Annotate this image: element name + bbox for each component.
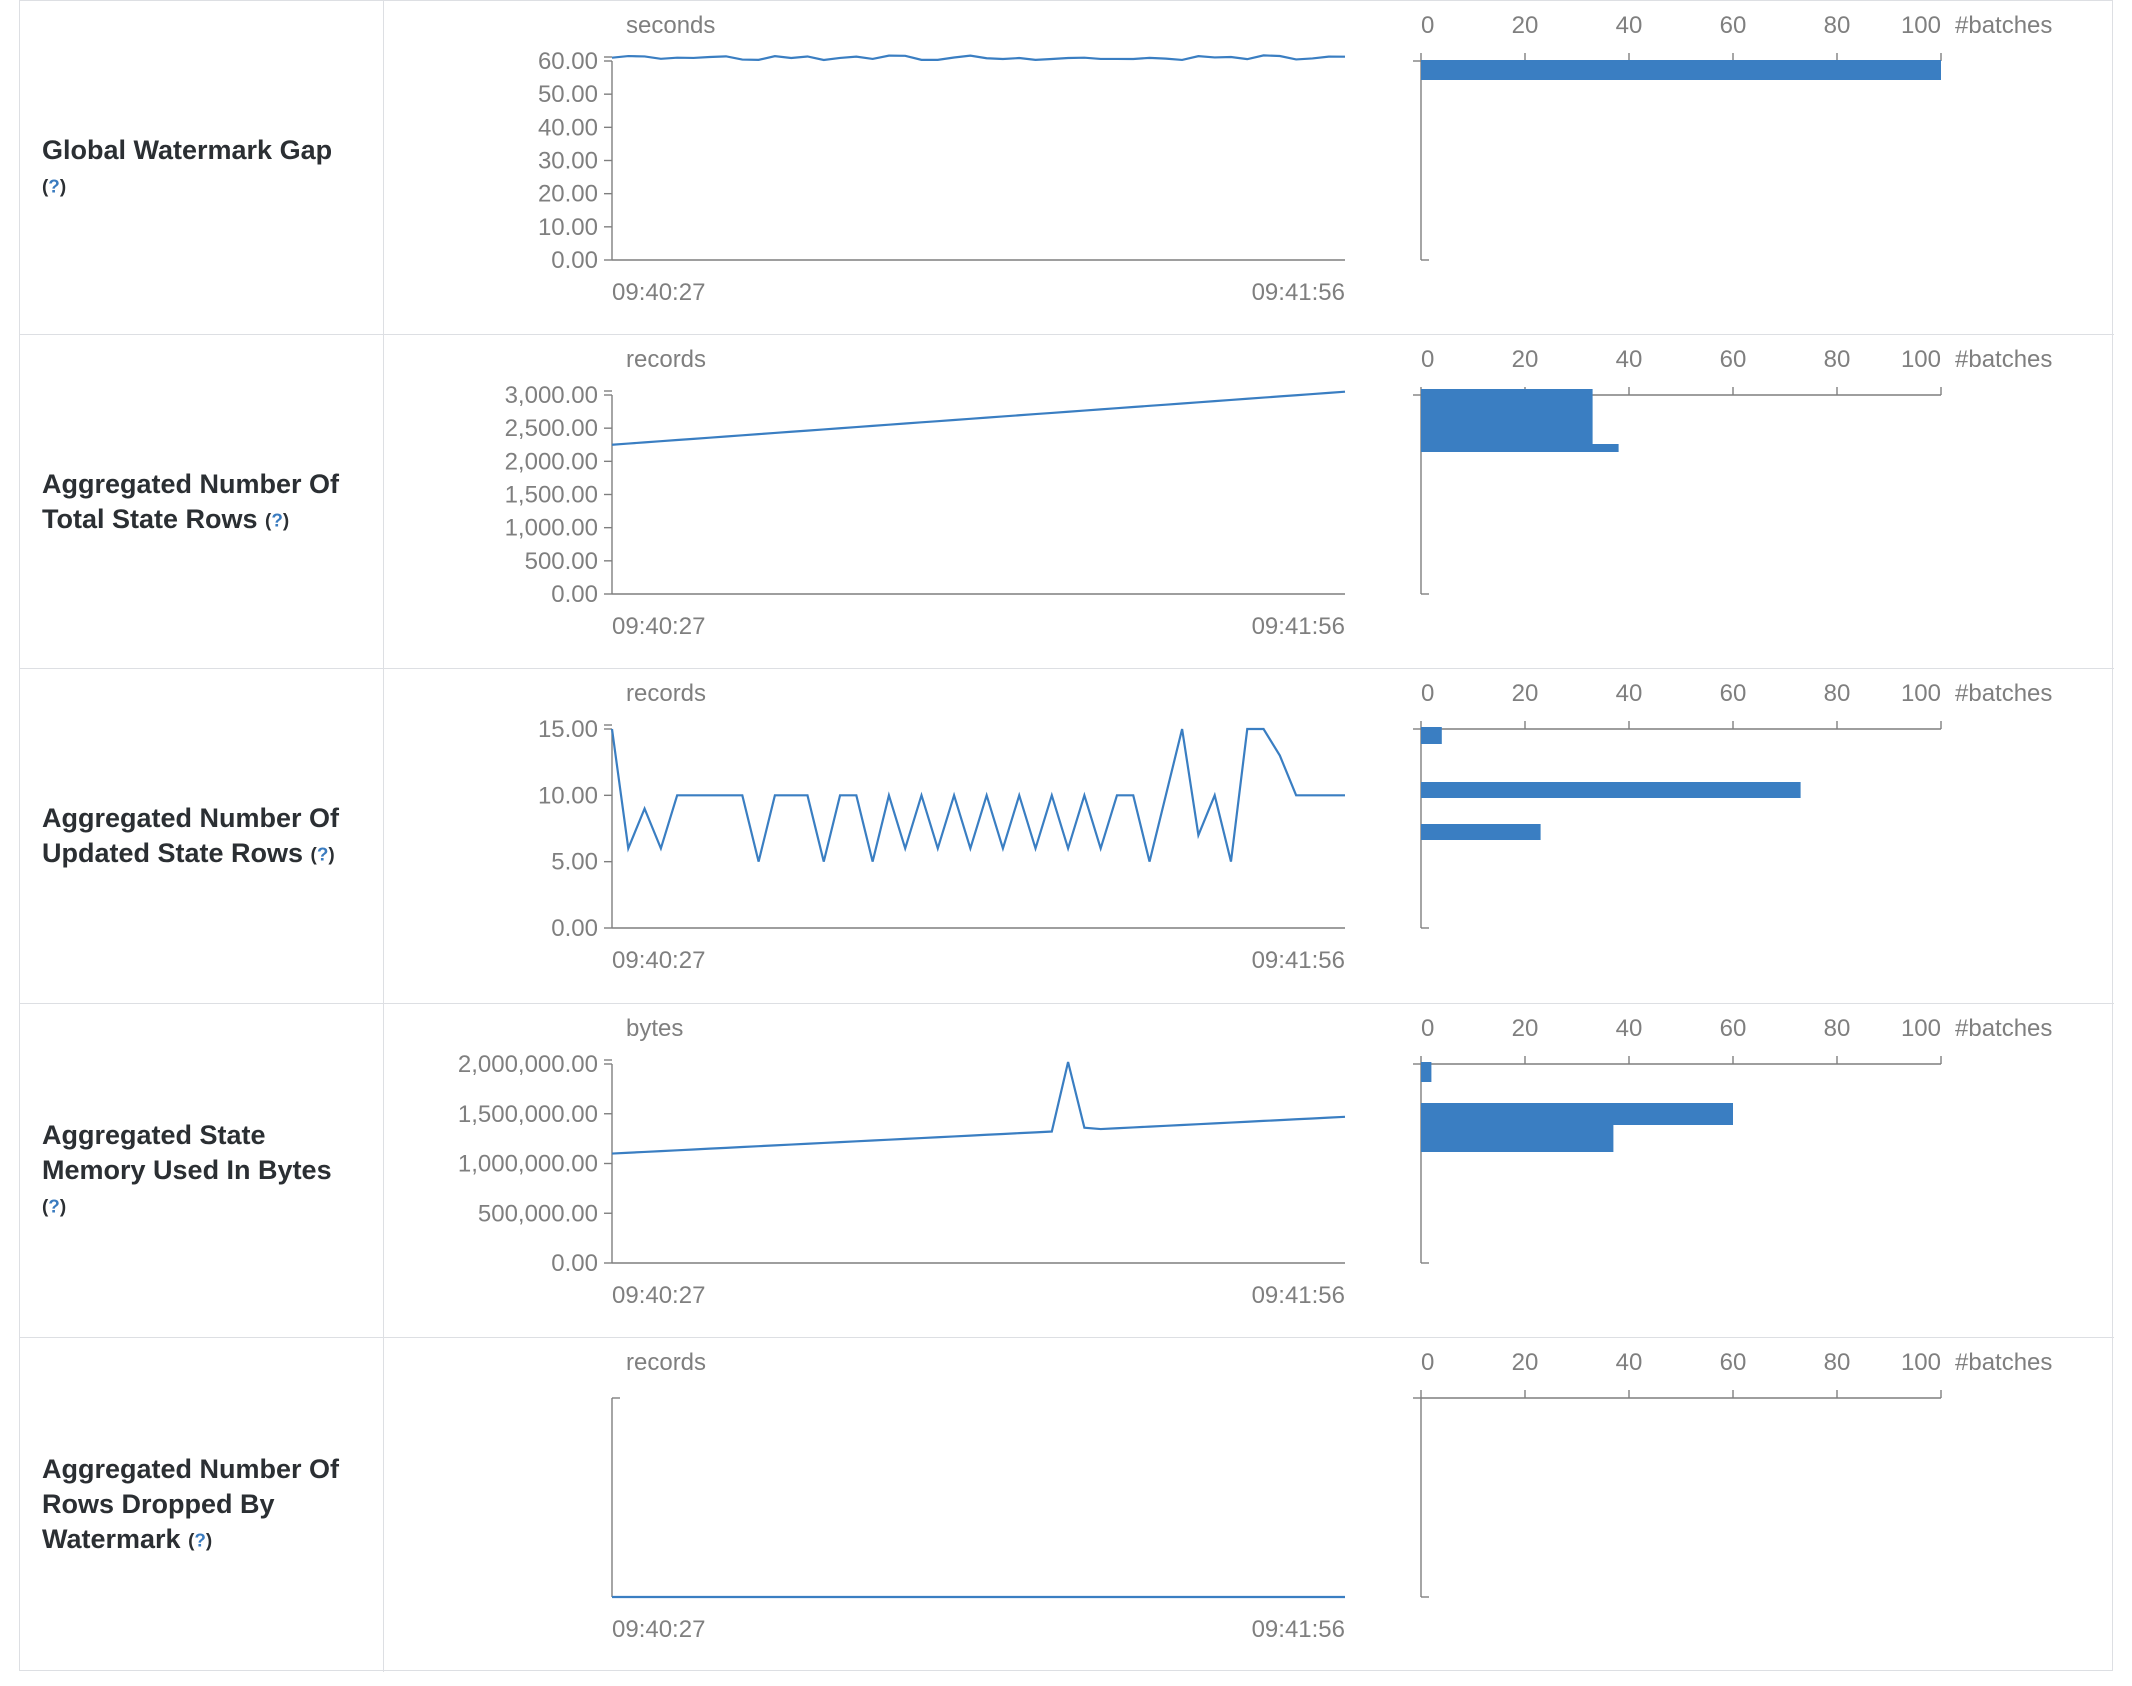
svg-text:20: 20 <box>1511 1015 1538 1042</box>
svg-text:09:41:56: 09:41:56 <box>1251 947 1344 974</box>
svg-text:09:41:56: 09:41:56 <box>1251 1282 1344 1309</box>
svg-text:60: 60 <box>1719 1015 1746 1042</box>
svg-text:60: 60 <box>1719 1349 1746 1376</box>
svg-text:20: 20 <box>1511 346 1538 373</box>
svg-text:80: 80 <box>1823 346 1850 373</box>
svg-text:09:41:56: 09:41:56 <box>1251 279 1344 306</box>
svg-text:60: 60 <box>1719 12 1746 39</box>
svg-text:09:41:56: 09:41:56 <box>1251 1616 1344 1643</box>
svg-text:40: 40 <box>1615 1015 1642 1042</box>
svg-text:40: 40 <box>1615 346 1642 373</box>
svg-text:0: 0 <box>1421 680 1434 707</box>
svg-text:09:40:27: 09:40:27 <box>612 279 705 306</box>
svg-text:#batches: #batches <box>1955 12 2052 39</box>
svg-text:20: 20 <box>1511 1349 1538 1376</box>
svg-text:80: 80 <box>1823 680 1850 707</box>
svg-text:2,000.00: 2,000.00 <box>504 449 597 476</box>
svg-text:3,000.00: 3,000.00 <box>504 382 597 409</box>
svg-text:1,000,000.00: 1,000,000.00 <box>457 1150 597 1177</box>
svg-text:40: 40 <box>1615 1349 1642 1376</box>
svg-text:09:40:27: 09:40:27 <box>612 1282 705 1309</box>
svg-text:5.00: 5.00 <box>551 849 598 876</box>
svg-text:100: 100 <box>1900 12 1940 39</box>
svg-text:100: 100 <box>1900 680 1940 707</box>
svg-text:40: 40 <box>1615 680 1642 707</box>
svg-text:#batches: #batches <box>1955 1349 2052 1376</box>
svg-text:0.00: 0.00 <box>551 1250 598 1277</box>
svg-text:09:40:27: 09:40:27 <box>612 947 705 974</box>
svg-text:2,000,000.00: 2,000,000.00 <box>457 1051 597 1078</box>
svg-text:1,500,000.00: 1,500,000.00 <box>457 1100 597 1127</box>
svg-text:40.00: 40.00 <box>537 114 597 141</box>
svg-text:1,000.00: 1,000.00 <box>504 515 597 542</box>
svg-text:80: 80 <box>1823 1015 1850 1042</box>
svg-text:09:40:27: 09:40:27 <box>612 1616 705 1643</box>
svg-text:seconds: seconds <box>626 12 715 39</box>
svg-text:bytes: bytes <box>626 1015 683 1042</box>
svg-text:80: 80 <box>1823 12 1850 39</box>
svg-text:30.00: 30.00 <box>537 148 597 175</box>
svg-text:60: 60 <box>1719 680 1746 707</box>
svg-text:1,500.00: 1,500.00 <box>504 482 597 509</box>
svg-text:0: 0 <box>1421 12 1434 39</box>
svg-text:2,500.00: 2,500.00 <box>504 415 597 442</box>
svg-text:80: 80 <box>1823 1349 1850 1376</box>
svg-text:60.00: 60.00 <box>537 48 597 75</box>
svg-text:records: records <box>626 346 706 373</box>
svg-text:10.00: 10.00 <box>537 214 597 241</box>
svg-text:20: 20 <box>1511 12 1538 39</box>
svg-text:100: 100 <box>1900 1015 1940 1042</box>
svg-text:0: 0 <box>1421 1349 1434 1376</box>
svg-text:0.00: 0.00 <box>551 247 598 274</box>
svg-text:09:40:27: 09:40:27 <box>612 613 705 640</box>
svg-text:#batches: #batches <box>1955 1015 2052 1042</box>
svg-text:40: 40 <box>1615 12 1642 39</box>
svg-text:50.00: 50.00 <box>537 81 597 108</box>
svg-text:records: records <box>626 680 706 707</box>
svg-text:20.00: 20.00 <box>537 181 597 208</box>
svg-text:0: 0 <box>1421 1015 1434 1042</box>
svg-text:#batches: #batches <box>1955 346 2052 373</box>
svg-text:500,000.00: 500,000.00 <box>477 1200 597 1227</box>
svg-text:#batches: #batches <box>1955 680 2052 707</box>
svg-text:15.00: 15.00 <box>537 716 597 743</box>
svg-text:09:41:56: 09:41:56 <box>1251 613 1344 640</box>
svg-text:60: 60 <box>1719 346 1746 373</box>
svg-text:10.00: 10.00 <box>537 783 597 810</box>
svg-text:records: records <box>626 1349 706 1376</box>
svg-text:0.00: 0.00 <box>551 915 598 942</box>
svg-text:100: 100 <box>1900 346 1940 373</box>
svg-text:0: 0 <box>1421 346 1434 373</box>
svg-text:500.00: 500.00 <box>524 548 597 575</box>
svg-text:100: 100 <box>1900 1349 1940 1376</box>
svg-text:20: 20 <box>1511 680 1538 707</box>
svg-text:0.00: 0.00 <box>551 581 598 608</box>
